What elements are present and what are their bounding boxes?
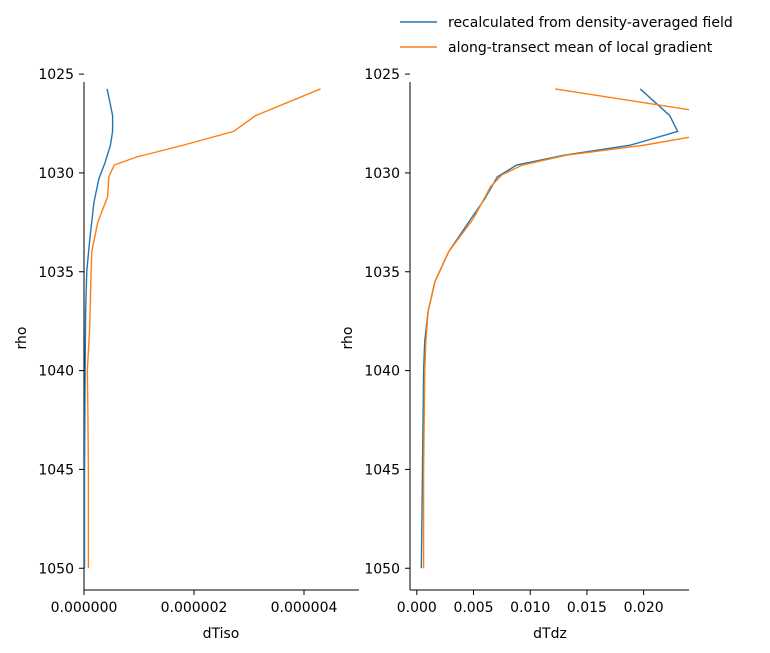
right-x-axis-label: dTdz <box>533 626 567 642</box>
series-line-2 <box>86 88 321 569</box>
right-y-axis-label: rho <box>340 327 356 350</box>
legend: recalculated from density-averaged field… <box>400 15 733 56</box>
y-tick-label: 1035 <box>38 265 74 281</box>
x-tick-label: 0.015 <box>567 600 607 616</box>
x-tick-label: 0.020 <box>624 600 664 616</box>
y-tick-label: 1030 <box>364 166 400 182</box>
series-line-2-segment-2 <box>422 136 689 569</box>
legend-label-series-2: along-transect mean of local gradient <box>448 40 713 56</box>
y-tick-label: 1045 <box>364 462 400 478</box>
left-y-axis-label: rho <box>14 327 30 350</box>
y-tick-label: 1025 <box>38 67 74 83</box>
x-tick-label: 0.000 <box>397 600 437 616</box>
x-tick-label: 0.000002 <box>161 600 228 616</box>
y-tick-label: 1035 <box>364 265 400 281</box>
x-tick-label: 0.010 <box>510 600 550 616</box>
right-panel-dTdz: 1025 1030 1035 1040 1045 1050 0.000 0.005 0.010… <box>340 67 689 642</box>
series-line-2 <box>555 88 689 111</box>
series-line-1 <box>420 88 679 569</box>
left-x-axis-label: dTiso <box>203 626 240 642</box>
y-tick-label: 1040 <box>38 364 74 380</box>
y-tick-label: 1050 <box>38 561 74 577</box>
y-tick-label: 1030 <box>38 166 74 182</box>
x-tick-label: 0.005 <box>453 600 493 616</box>
y-tick-label: 1045 <box>38 462 74 478</box>
y-tick-label: 1050 <box>364 561 400 577</box>
left-panel-dTiso: 1025 1030 1035 1040 1045 1050 0.000000 0.00000… <box>14 67 359 642</box>
legend-label-series-1: recalculated from density-averaged field <box>448 15 733 31</box>
y-tick-label: 1025 <box>364 67 400 83</box>
x-tick-label: 0.000000 <box>51 600 118 616</box>
y-tick-label: 1040 <box>364 364 400 380</box>
x-tick-label: 0.000004 <box>271 600 338 616</box>
series-line-1 <box>84 88 114 569</box>
